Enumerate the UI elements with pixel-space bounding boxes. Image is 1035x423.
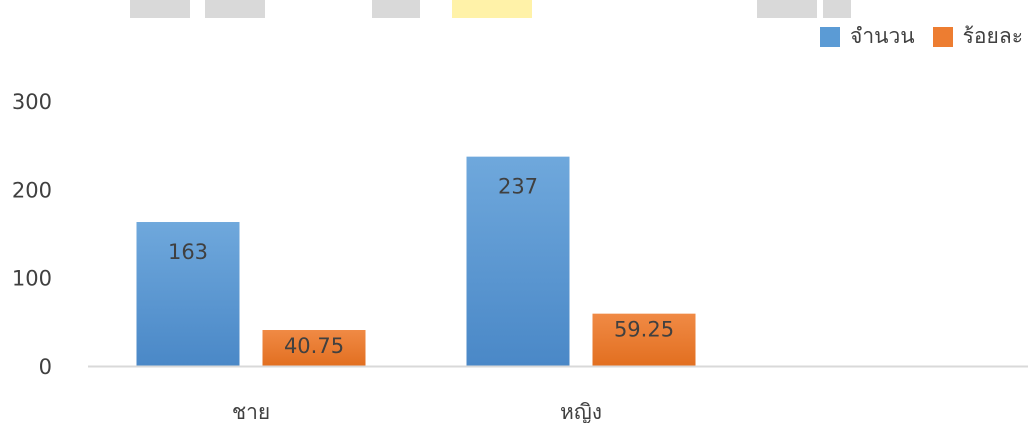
top-decoration bbox=[823, 0, 851, 18]
y-tick-label: 200 bbox=[12, 178, 52, 202]
legend-item-series-2: ร้อยละ bbox=[932, 20, 1023, 53]
data-label: 40.75 bbox=[284, 334, 344, 358]
x-tick-label: หญิง bbox=[560, 400, 602, 423]
legend-swatch bbox=[820, 26, 841, 47]
legend-label: จำนวน bbox=[850, 24, 915, 48]
legend-swatch bbox=[932, 26, 953, 47]
data-label: 237 bbox=[498, 175, 538, 199]
x-axis: ชาย หญิง bbox=[88, 365, 1028, 423]
legend-item-series-1: จำนวน bbox=[820, 20, 915, 53]
y-tick-label: 100 bbox=[12, 267, 52, 291]
y-tick-label: 0 bbox=[39, 355, 52, 379]
data-label: 59.25 bbox=[614, 318, 674, 342]
top-decoration bbox=[130, 0, 190, 18]
y-axis: 0 100 200 300 bbox=[12, 90, 52, 379]
legend: จำนวน ร้อยละ bbox=[802, 20, 1023, 53]
bars: 163 237 40.75 59.25 bbox=[136, 156, 696, 366]
x-tick-label: ชาย bbox=[232, 400, 270, 423]
y-tick-label: 300 bbox=[12, 90, 52, 114]
bar-1-1 bbox=[136, 222, 240, 366]
top-highlight bbox=[452, 0, 532, 18]
top-decoration bbox=[372, 0, 420, 18]
bar-1-2 bbox=[466, 156, 570, 366]
data-label: 163 bbox=[168, 240, 208, 264]
bar-2-1 bbox=[262, 330, 366, 366]
top-decoration bbox=[205, 0, 265, 18]
bar-2-2 bbox=[592, 313, 696, 366]
top-decoration bbox=[757, 0, 817, 18]
legend-label: ร้อยละ bbox=[962, 24, 1023, 48]
